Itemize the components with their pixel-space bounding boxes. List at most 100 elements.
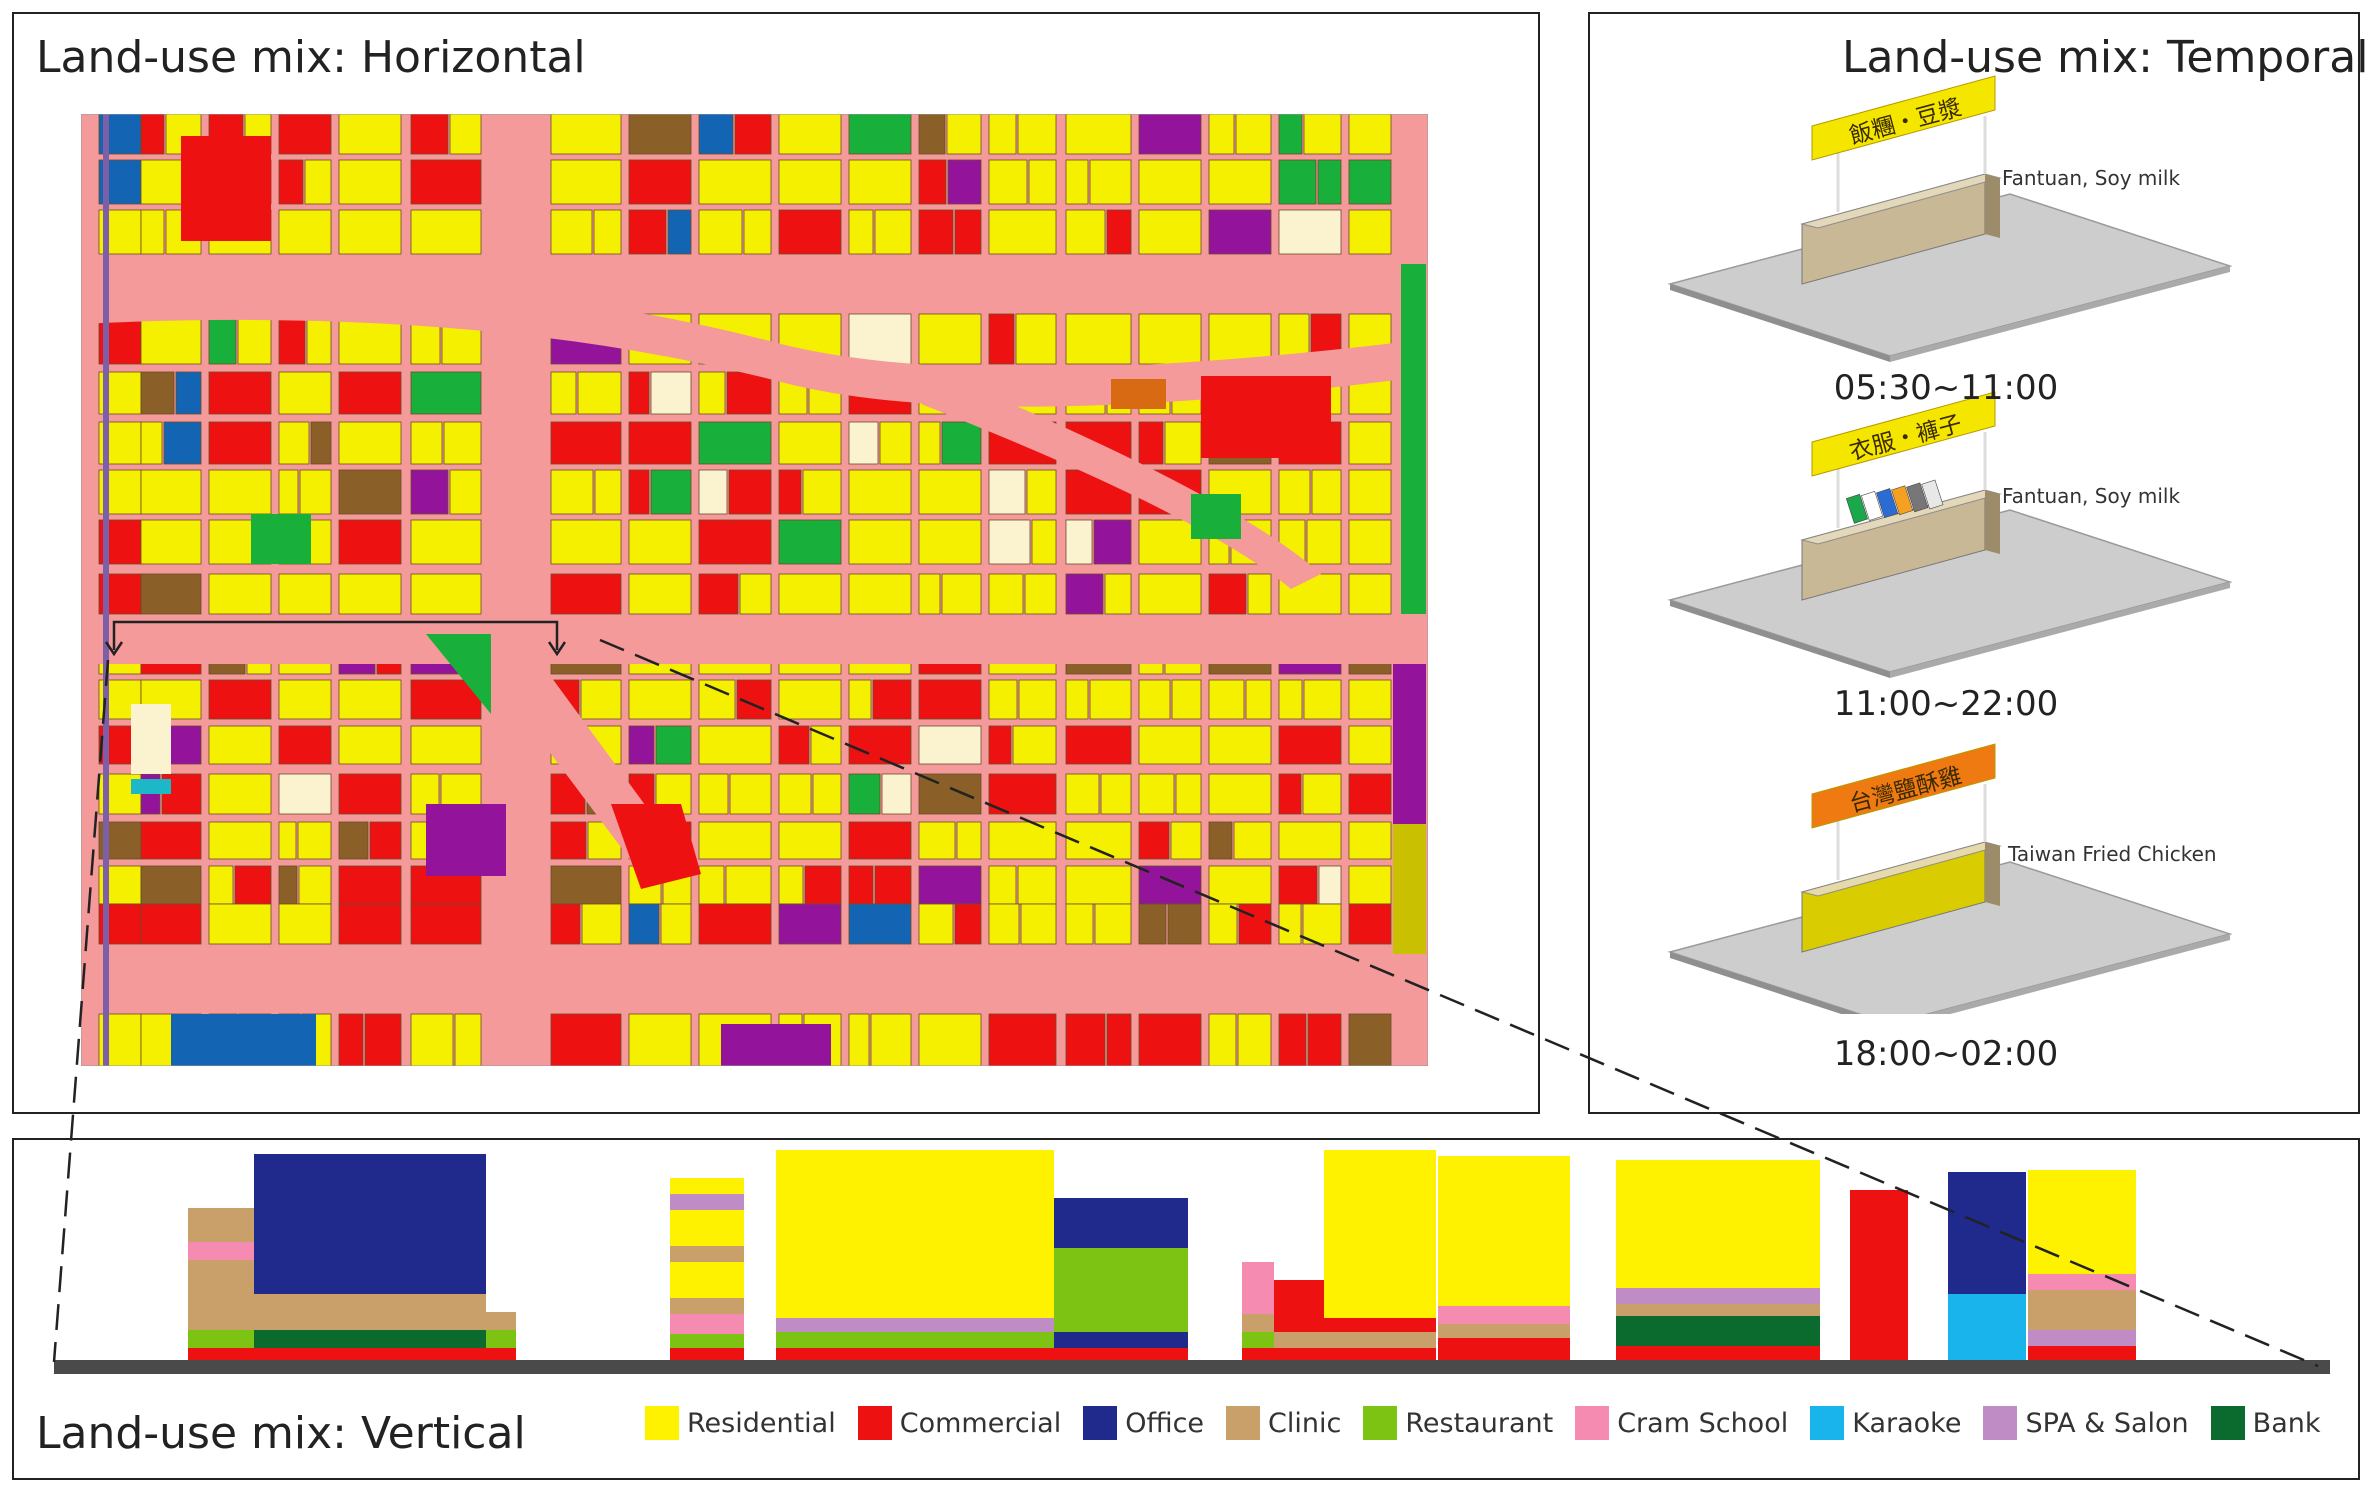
- parcel: [874, 209, 912, 255]
- floor-commercial: [486, 1348, 516, 1360]
- parcel: [338, 821, 369, 860]
- legend-item: Residential: [645, 1406, 836, 1440]
- main-road-vertical: [491, 114, 549, 1066]
- legend-swatch: [1363, 1406, 1398, 1440]
- cream-block-west: [131, 704, 171, 774]
- booth-side: [1985, 490, 2000, 554]
- parcel: [1138, 1013, 1202, 1066]
- parcel: [988, 209, 1057, 255]
- parcel: [881, 773, 912, 815]
- parcel: [1093, 519, 1132, 565]
- parcel: [941, 421, 982, 465]
- parcel: [304, 159, 332, 205]
- parcel: [988, 573, 1024, 615]
- vertical-section: [54, 1150, 2330, 1374]
- legend-swatch: [2210, 1406, 2245, 1440]
- time-slot-1: 05:30~11:00: [1833, 368, 2059, 408]
- parcel: [338, 773, 402, 815]
- temporal-title: Land-use mix: Temporal: [1842, 32, 2369, 83]
- parcel: [1138, 313, 1202, 365]
- floor-commercial: [670, 1348, 744, 1360]
- floor-cram-school: [2028, 1274, 2136, 1290]
- parcel: [1208, 114, 1235, 155]
- parcel: [698, 114, 734, 155]
- parcel: [918, 1013, 982, 1066]
- blue-block-south: [171, 1014, 316, 1066]
- parcel: [278, 573, 332, 615]
- parcel: [1247, 573, 1272, 615]
- parcel: [1348, 1013, 1392, 1066]
- parcel: [778, 519, 842, 565]
- commercial-block-ne: [1201, 376, 1331, 458]
- parcel: [698, 421, 772, 465]
- parcel: [1094, 903, 1132, 945]
- parcel: [848, 573, 912, 615]
- parcel: [449, 469, 482, 515]
- legend-item: Commercial: [857, 1406, 1061, 1440]
- legend-swatch: [1575, 1406, 1610, 1440]
- floor-clinic: [1324, 1332, 1436, 1348]
- parcel: [278, 371, 332, 415]
- parcel: [1208, 903, 1238, 945]
- floor-restaurant: [776, 1332, 1054, 1348]
- vertical-title: Land-use mix: Vertical: [36, 1408, 526, 1459]
- parcel: [1278, 725, 1342, 765]
- parcel: [550, 469, 594, 515]
- ground-edge: [1670, 284, 1890, 362]
- floor-office: [254, 1154, 486, 1294]
- parcel: [778, 114, 842, 155]
- floor-residential: [776, 1150, 1054, 1318]
- parcel: [338, 865, 402, 905]
- parcel: [338, 679, 402, 720]
- parcel: [778, 421, 842, 465]
- parcel: [369, 821, 402, 860]
- legend-item: Karaoke: [1810, 1406, 1961, 1440]
- parcel: [278, 679, 332, 720]
- parcel: [778, 469, 802, 515]
- parcel: [918, 469, 982, 515]
- parcel: [1208, 679, 1245, 720]
- parcel: [1278, 159, 1317, 205]
- floor-clinic: [1274, 1332, 1324, 1348]
- floor-residential: [1616, 1160, 1820, 1288]
- legend-swatch: [1983, 1406, 2018, 1440]
- parcel: [725, 865, 772, 905]
- legend-label: Restaurant: [1405, 1407, 1554, 1439]
- floor-spa-salon: [1616, 1288, 1820, 1304]
- parcel: [946, 114, 982, 155]
- parcel: [550, 865, 622, 905]
- booth-side: [1985, 842, 2000, 906]
- floor-bank: [1616, 1316, 1820, 1346]
- parcel: [698, 725, 772, 765]
- legend-item: Restaurant: [1363, 1406, 1553, 1440]
- parcel: [410, 159, 482, 205]
- floor-residential: [1324, 1150, 1436, 1318]
- parcel: [1303, 114, 1342, 155]
- parcel: [947, 159, 982, 205]
- parcel: [628, 903, 660, 945]
- parcel: [594, 469, 622, 515]
- parcel: [278, 903, 332, 945]
- floor-bank: [254, 1330, 486, 1348]
- parcel: [698, 773, 729, 815]
- parcel: [364, 1013, 402, 1066]
- legend-label: Cram School: [1617, 1407, 1789, 1439]
- legend-label: Residential: [687, 1407, 836, 1439]
- parcel: [410, 725, 482, 765]
- floor-karaoke: [1948, 1294, 2026, 1360]
- parcel: [1138, 821, 1170, 860]
- parcel: [550, 573, 622, 615]
- parcel: [1065, 679, 1089, 720]
- parcel: [1348, 114, 1392, 155]
- floor-restaurant: [188, 1330, 254, 1348]
- sign-board: [1811, 391, 1996, 477]
- parcel: [175, 371, 202, 415]
- parcel: [310, 421, 332, 465]
- main-road-bottom: [81, 954, 1428, 1012]
- parcel: [918, 821, 956, 860]
- parcel: [410, 371, 482, 415]
- floor-commercial: [1274, 1348, 1324, 1360]
- parcel: [698, 371, 726, 415]
- parcel: [941, 573, 982, 615]
- floor-clinic: [254, 1294, 486, 1330]
